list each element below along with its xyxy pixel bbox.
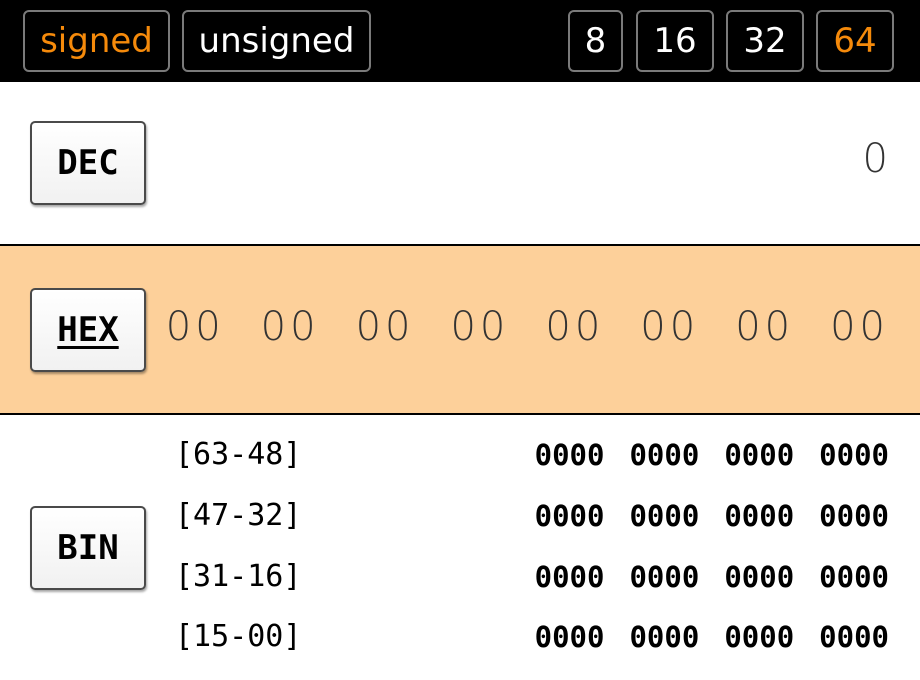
bin-nibble[interactable]: 0000 (819, 438, 889, 472)
bin-nibbles: 0000 0000 0000 0000 (535, 435, 889, 475)
bin-nibble[interactable]: 0000 (534, 499, 605, 533)
hex-button-label: HEX (57, 310, 119, 350)
hex-byte[interactable]: 00 (830, 304, 889, 350)
bin-nibble[interactable]: 0000 (819, 499, 889, 533)
hex-byte[interactable]: 00 (450, 304, 510, 350)
dec-button[interactable]: DEC (30, 121, 146, 205)
bin-button[interactable]: BIN (30, 506, 146, 590)
bin-nibble[interactable]: 0000 (724, 620, 795, 654)
hex-byte[interactable]: 00 (355, 304, 415, 350)
bin-range-label: [63-48] (175, 437, 302, 472)
toolbar: signed unsigned 8 16 32 64 (0, 0, 920, 82)
dec-value[interactable]: 0 (862, 136, 888, 182)
bin-nibble[interactable]: 0000 (534, 438, 605, 472)
bin-nibble[interactable]: 0000 (629, 438, 700, 472)
bin-nibbles: 0000 0000 0000 0000 (535, 557, 889, 597)
hex-button[interactable]: HEX (30, 288, 146, 372)
bin-line-47-32: [47-32] 0000 0000 0000 0000 (0, 496, 920, 536)
bin-nibble[interactable]: 0000 (629, 620, 700, 654)
hex-bytes: 00 00 00 00 00 00 00 00 (166, 301, 889, 353)
width-8-button[interactable]: 8 (568, 10, 623, 72)
width-16-button[interactable]: 16 (636, 10, 714, 72)
bin-range-label: [15-00] (175, 619, 302, 654)
hex-byte[interactable]: 00 (735, 304, 795, 350)
dec-button-label: DEC (57, 143, 119, 183)
bin-nibble[interactable]: 0000 (724, 438, 795, 472)
bin-nibbles: 0000 0000 0000 0000 (535, 617, 889, 657)
width-64-button[interactable]: 64 (816, 10, 894, 72)
bin-nibble[interactable]: 0000 (534, 560, 605, 594)
hex-byte[interactable]: 00 (260, 304, 320, 350)
bin-nibble[interactable]: 0000 (819, 620, 889, 654)
bin-row: BIN [63-48] 0000 0000 0000 0000 [47-32] … (0, 415, 920, 680)
bin-nibble[interactable]: 0000 (724, 499, 795, 533)
bin-line-63-48: [63-48] 0000 0000 0000 0000 (0, 435, 920, 475)
bin-nibble[interactable]: 0000 (819, 560, 889, 594)
bin-nibble[interactable]: 0000 (724, 560, 795, 594)
hex-byte[interactable]: 00 (165, 304, 225, 350)
bin-range-label: [47-32] (175, 498, 302, 533)
bin-range-label: [31-16] (175, 559, 302, 594)
bin-button-label: BIN (57, 528, 119, 568)
bin-line-15-00: [15-00] 0000 0000 0000 0000 (0, 617, 920, 657)
bin-nibble[interactable]: 0000 (534, 620, 605, 654)
hex-row: HEX 00 00 00 00 00 00 00 00 (0, 246, 920, 415)
hex-byte[interactable]: 00 (640, 304, 700, 350)
bin-nibble[interactable]: 0000 (629, 560, 700, 594)
bin-line-31-16: [31-16] 0000 0000 0000 0000 (0, 557, 920, 597)
signed-button[interactable]: signed (23, 10, 170, 72)
hex-byte[interactable]: 00 (545, 304, 605, 350)
dec-row: DEC 0 (0, 82, 920, 246)
bin-nibble[interactable]: 0000 (629, 499, 700, 533)
unsigned-button[interactable]: unsigned (182, 10, 371, 72)
width-32-button[interactable]: 32 (726, 10, 804, 72)
bin-nibbles: 0000 0000 0000 0000 (535, 496, 889, 536)
